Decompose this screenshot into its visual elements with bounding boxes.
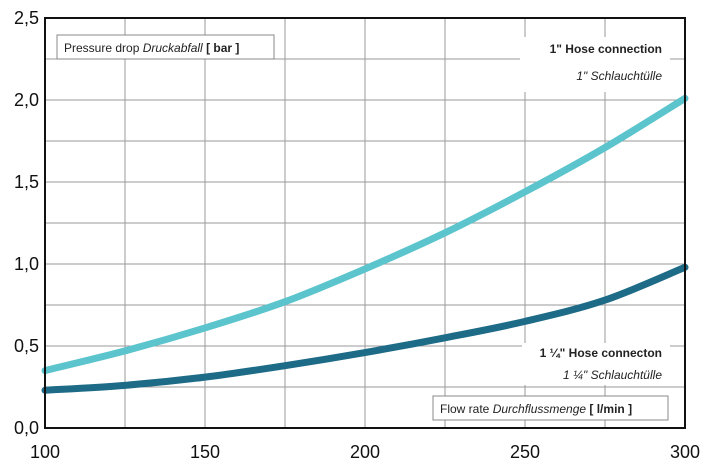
x-tick-label: 200	[350, 442, 380, 462]
y-tick-label: 1,0	[14, 254, 39, 274]
series-1-annotation: 1" Hose connection 1" Schlauchtülle	[520, 37, 670, 92]
series-2-line	[41, 263, 689, 394]
x-tick-label: 150	[190, 442, 220, 462]
y-label-frame	[56, 34, 275, 60]
x-label-unit: [ l/min ]	[586, 402, 632, 416]
y-tick-label: 2,5	[14, 8, 39, 28]
x-label-frame	[432, 395, 669, 421]
series-group	[41, 94, 689, 394]
y-tick-labels: 0,0 0,5 1,0 1,5 2,0 2,5	[14, 8, 39, 438]
series-2-annotation-bg	[522, 343, 670, 385]
x-tick-label: 250	[510, 442, 540, 462]
series-1-line	[41, 94, 689, 375]
y-tick-label: 1,5	[14, 172, 39, 192]
plot-frame	[44, 17, 686, 429]
series-2-label: 1 ¼" Hose connecton	[540, 346, 662, 360]
y-label-text: Pressure drop	[64, 41, 143, 55]
y-label-italic: Druckabfall	[143, 41, 203, 55]
x-axis-label: Flow rate Durchflussmenge [ l/min ]	[440, 402, 632, 416]
series-1-label-de: 1" Schlauchtülle	[576, 69, 662, 83]
x-tick-label: 300	[670, 442, 700, 462]
y-tick-label: 0,5	[14, 336, 39, 356]
x-tick-label: 100	[30, 442, 60, 462]
x-axis-label-box: Flow rate Durchflussmenge [ l/min ]	[432, 395, 669, 421]
x-label-italic: Durchflussmenge	[493, 402, 587, 416]
series-2-annotation: 1 ¼" Hose connecton 1 ¼" Schlauchtülle	[522, 343, 670, 385]
x-label-text: Flow rate	[440, 402, 493, 416]
series-2-label-de: 1 ¼" Schlauchtülle	[563, 368, 662, 382]
y-label-unit: [ bar ]	[203, 41, 240, 55]
y-axis-label-box: Pressure drop Druckabfall [ bar ]	[56, 34, 275, 60]
x-tick-labels: 100 150 200 250 300	[30, 442, 700, 462]
series-1-annotation-bg	[520, 37, 670, 92]
y-tick-label: 0,0	[14, 418, 39, 438]
y-axis-label: Pressure drop Druckabfall [ bar ]	[64, 41, 239, 55]
series-1-label: 1" Hose connection	[550, 42, 662, 56]
y-tick-label: 2,0	[14, 90, 39, 110]
